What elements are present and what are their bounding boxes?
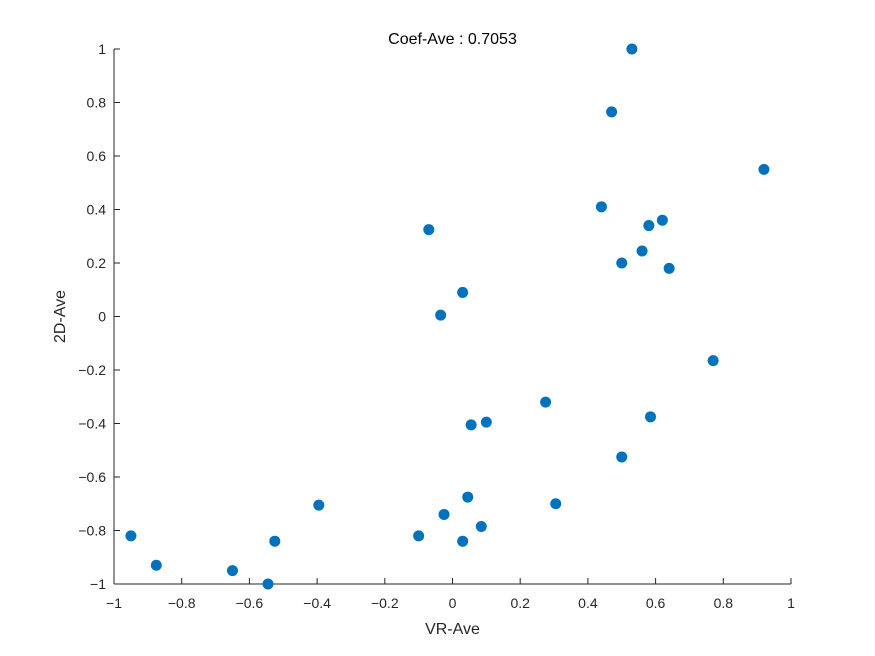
data-point [413, 530, 425, 542]
data-point [457, 286, 469, 298]
data-point [540, 396, 552, 408]
data-point [656, 214, 668, 226]
x-tick-label: 0 [449, 595, 457, 611]
x-tick-label: 1 [787, 595, 795, 611]
data-point [457, 535, 469, 547]
y-tick-label: −0.6 [78, 469, 106, 485]
x-tick-label: 0.2 [510, 595, 530, 611]
y-tick-label: 0.2 [87, 255, 107, 271]
data-point [435, 309, 447, 321]
data-point [462, 491, 474, 503]
x-tick-label: −0.8 [168, 595, 196, 611]
y-tick-label: 0 [98, 309, 106, 325]
data-point [707, 355, 719, 367]
data-point [313, 499, 325, 511]
data-point [643, 220, 655, 232]
data-point [480, 416, 492, 428]
data-point [226, 565, 238, 577]
x-tick-label: −0.4 [303, 595, 331, 611]
y-tick-label: 0.4 [87, 202, 107, 218]
y-axis: −1 −0.8 −0.6 −0.4 −0.2 0 0.2 0.4 0.6 0.8 1 [78, 41, 120, 592]
data-point [262, 578, 274, 590]
x-tick-label: −1 [106, 595, 122, 611]
data-point [626, 43, 638, 55]
y-tick-label: −0.8 [78, 523, 106, 539]
y-tick-label: −0.4 [78, 416, 106, 432]
data-point [616, 451, 628, 463]
y-tick-label: −1 [90, 576, 106, 592]
data-point [758, 163, 770, 175]
data-point [636, 245, 648, 257]
data-point [269, 535, 281, 547]
data-point [606, 106, 618, 118]
y-tick-label: 0.8 [87, 95, 107, 111]
chart-title: Coef-Ave : 0.7053 [388, 31, 517, 48]
y-tick-label: 0.6 [87, 148, 107, 164]
data-point [150, 559, 162, 571]
data-point [663, 262, 675, 274]
y-tick-label: 1 [98, 41, 106, 57]
x-tick-label: 0.6 [646, 595, 666, 611]
data-point [645, 411, 657, 423]
y-tick-label: −0.2 [78, 362, 106, 378]
y-axis-label: 2D-Ave [52, 290, 69, 343]
data-point [616, 257, 628, 269]
data-point [595, 201, 607, 213]
data-point [550, 498, 562, 510]
x-tick-label: −0.6 [236, 595, 264, 611]
data-point [423, 224, 435, 236]
x-axis: −1 −0.8 −0.6 −0.4 −0.2 0 0.2 0.4 0.6 0.8 1 [106, 578, 795, 611]
x-tick-label: 0.4 [578, 595, 598, 611]
x-tick-label: 0.8 [714, 595, 734, 611]
data-point [465, 419, 477, 431]
x-axis-label: VR-Ave [425, 621, 480, 638]
data-points [125, 43, 770, 590]
data-point [438, 508, 450, 520]
x-tick-label: −0.2 [371, 595, 399, 611]
data-point [475, 520, 487, 532]
data-point [125, 530, 137, 542]
